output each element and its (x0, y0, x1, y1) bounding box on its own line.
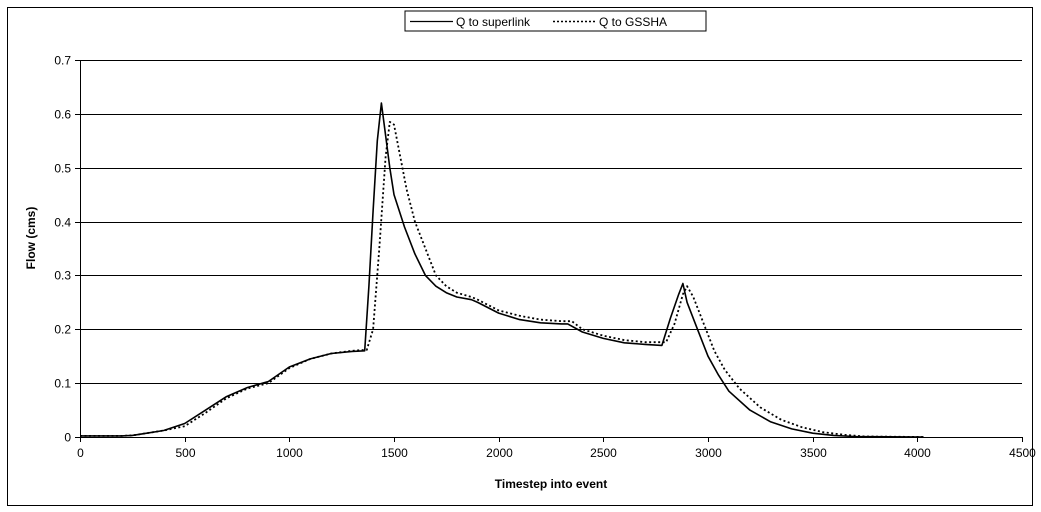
y-tick-label: 0.3 (54, 269, 71, 283)
y-tick-label: 0.2 (54, 323, 71, 337)
legend-label-superlink: Q to superlink (456, 15, 531, 29)
x-tick-label: 4500 (1009, 446, 1036, 460)
x-tick-label: 2000 (486, 446, 513, 460)
x-tick-label: 0 (77, 446, 84, 460)
x-axis-title: Timestep into event (495, 477, 607, 491)
x-tick-label: 3500 (800, 446, 827, 460)
legend: Q to superlink Q to GSSHA (404, 10, 707, 32)
x-tick-label: 2500 (590, 446, 617, 460)
x-tick-label: 500 (175, 446, 195, 460)
y-tick-label: 0.1 (54, 377, 71, 391)
legend-box (404, 10, 707, 32)
grid-lines (80, 60, 1022, 384)
x-tick-label: 1500 (381, 446, 408, 460)
series-line-superlink (80, 102, 924, 438)
y-tick-label: 0.5 (54, 162, 71, 176)
series-line-gssha (80, 121, 924, 438)
y-tick-label: 0.4 (54, 216, 71, 230)
legend-label-gssha: Q to GSSHA (599, 15, 667, 29)
y-tick-label: 0.6 (54, 108, 71, 122)
y-tick-label: 0 (64, 431, 71, 445)
x-tick-label: 1000 (276, 446, 303, 460)
chart-frame (7, 7, 1033, 506)
tick-labels: 0 0.1 0.2 0.3 0.4 0.5 0.6 0.7 0 500 1000 1500 2000 25… (54, 54, 1036, 461)
y-tick-label: 0.7 (54, 54, 71, 68)
series-lines (80, 102, 924, 438)
axes (75, 60, 1023, 442)
y-axis-title: Flow (cms) (24, 207, 38, 270)
x-tick-label: 4000 (904, 446, 931, 460)
x-tick-label: 3000 (695, 446, 722, 460)
